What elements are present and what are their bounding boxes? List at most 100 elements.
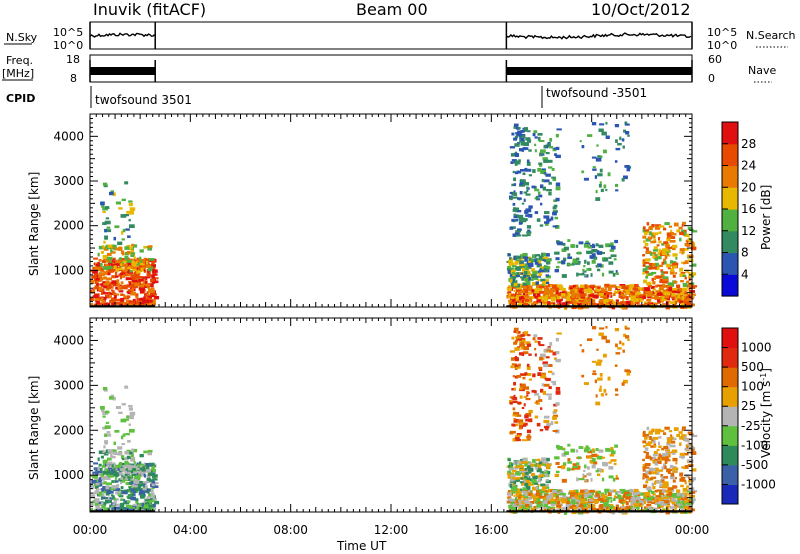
power-cell bbox=[667, 233, 671, 237]
velocity-cell bbox=[646, 487, 652, 491]
velocity-cell bbox=[139, 506, 145, 510]
power-cell bbox=[518, 303, 523, 307]
velocity-cell bbox=[546, 495, 552, 500]
power-cell bbox=[545, 281, 550, 285]
velocity-cell bbox=[667, 470, 671, 475]
velocity-cell bbox=[685, 444, 690, 447]
velocity-cell bbox=[148, 493, 152, 497]
velocity-cell bbox=[669, 436, 674, 440]
velocity-cell bbox=[136, 464, 143, 467]
velocity-cell bbox=[126, 415, 130, 419]
velocity-cell bbox=[638, 499, 643, 503]
power-cell bbox=[128, 202, 133, 207]
velocity-cell bbox=[100, 472, 104, 476]
power-cell bbox=[604, 257, 609, 262]
power-cell bbox=[136, 270, 141, 274]
velocity-cell bbox=[129, 451, 133, 455]
velocity-cell bbox=[147, 503, 151, 506]
velocity-cell bbox=[583, 448, 590, 453]
velocity-cell bbox=[676, 489, 681, 493]
velocity-cell bbox=[532, 373, 536, 378]
power-cell bbox=[660, 298, 667, 301]
power-cell bbox=[675, 294, 681, 299]
power-cell bbox=[513, 255, 519, 260]
power-cell bbox=[525, 193, 531, 196]
power-cell bbox=[121, 230, 124, 235]
velocity-colorbar-label-exp: -1 bbox=[759, 373, 768, 381]
velocity-cell bbox=[516, 476, 522, 480]
velocity-cell bbox=[627, 338, 630, 341]
power-colorbar-segment bbox=[722, 165, 738, 188]
power-cell bbox=[555, 182, 561, 187]
velocity-cell bbox=[633, 494, 637, 498]
power-cell bbox=[651, 266, 657, 270]
velocity-cell bbox=[534, 466, 539, 470]
velocity-cell bbox=[135, 471, 141, 475]
power-cell bbox=[639, 298, 643, 303]
velocity-cell bbox=[94, 501, 99, 506]
velocity-cell bbox=[120, 502, 125, 507]
velocity-cell bbox=[616, 507, 622, 510]
power-cell bbox=[681, 288, 685, 293]
power-cell bbox=[98, 259, 102, 262]
power-cell bbox=[672, 265, 678, 268]
velocity-cell bbox=[135, 489, 138, 494]
velocity-cell bbox=[93, 508, 97, 512]
velocity-cell bbox=[679, 500, 684, 504]
velocity-cell bbox=[514, 465, 521, 468]
velocity-cell bbox=[538, 495, 544, 499]
velocity-cell bbox=[98, 450, 105, 455]
power-cell bbox=[141, 298, 144, 302]
velocity-cell bbox=[661, 457, 668, 461]
power-cell bbox=[509, 279, 513, 283]
power-cell bbox=[654, 262, 659, 267]
velocity-cell bbox=[658, 436, 662, 439]
velocity-colorbar-segment bbox=[722, 425, 738, 446]
velocity-cell bbox=[131, 484, 138, 488]
power-cell bbox=[675, 256, 678, 260]
power-cell bbox=[106, 285, 111, 290]
power-cell bbox=[688, 297, 694, 300]
power-cell bbox=[672, 253, 678, 257]
power-cell bbox=[511, 183, 516, 187]
power-cell bbox=[509, 226, 514, 230]
power-cell bbox=[538, 256, 542, 260]
velocity-cell bbox=[140, 472, 144, 477]
power-cell bbox=[516, 228, 522, 232]
velocity-cell bbox=[513, 418, 516, 421]
power-cell bbox=[653, 246, 658, 250]
power-cell bbox=[129, 276, 136, 281]
power-cell bbox=[146, 272, 151, 277]
velocity-cell bbox=[124, 385, 129, 389]
velocity-cell bbox=[513, 485, 518, 489]
velocity-cell bbox=[528, 483, 534, 486]
power-cell bbox=[560, 293, 566, 297]
velocity-cell bbox=[105, 421, 110, 424]
velocity-cell bbox=[675, 499, 681, 504]
power-cell bbox=[676, 229, 681, 233]
velocity-cell bbox=[687, 464, 694, 467]
velocity-cell bbox=[681, 493, 685, 498]
velocity-cell bbox=[519, 387, 523, 390]
velocity-cell bbox=[533, 498, 536, 502]
power-cell bbox=[614, 124, 620, 128]
power-cell bbox=[527, 130, 531, 133]
velocity-cell bbox=[659, 492, 664, 496]
velocity-cell bbox=[522, 488, 527, 491]
velocity-cell bbox=[121, 479, 126, 483]
velocity-cell bbox=[526, 366, 531, 371]
velocity-cell bbox=[543, 363, 549, 368]
power-cell bbox=[105, 280, 110, 285]
power-cell bbox=[662, 278, 669, 283]
velocity-cell bbox=[141, 503, 144, 507]
power-cell bbox=[688, 282, 693, 287]
velocity-cell bbox=[530, 472, 536, 477]
power-cell bbox=[518, 159, 521, 163]
power-cell bbox=[583, 244, 590, 248]
power-cell bbox=[619, 291, 625, 295]
velocity-cell bbox=[92, 475, 98, 479]
velocity-colorbar-label-close: ] bbox=[759, 368, 773, 373]
power-cell bbox=[591, 253, 596, 258]
power-cell bbox=[101, 260, 107, 263]
power-cell bbox=[682, 248, 689, 251]
